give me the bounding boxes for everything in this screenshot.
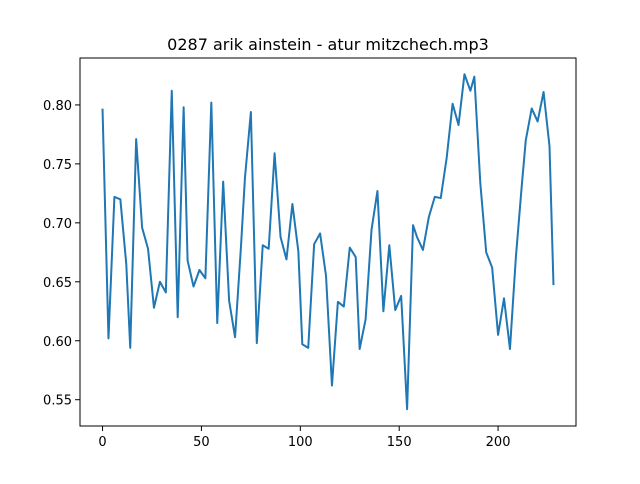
x-tick-label: 100 [288, 435, 313, 450]
y-tick-label: 0.65 [43, 276, 72, 291]
series-line-0 [101, 73, 555, 411]
chart-title: 0287 arik ainstein - atur mitzchech.mp3 [167, 35, 489, 54]
y-tick-label: 0.60 [43, 335, 72, 350]
y-tick-label: 0.55 [43, 394, 72, 409]
x-tick-label: 0 [98, 435, 106, 450]
plot-area: 0 50 100 150 200 0.55 0.60 0.65 0.70 0.75 0.80 [43, 57, 577, 450]
y-tick-label: 0.70 [43, 217, 72, 232]
x-tick-label: 200 [486, 435, 511, 450]
y-tick-label: 0.80 [43, 99, 72, 114]
axes-frame [79, 57, 577, 427]
x-tick-label: 150 [387, 435, 412, 450]
x-tick-label: 50 [193, 435, 210, 450]
y-tick-label: 0.75 [43, 158, 72, 173]
